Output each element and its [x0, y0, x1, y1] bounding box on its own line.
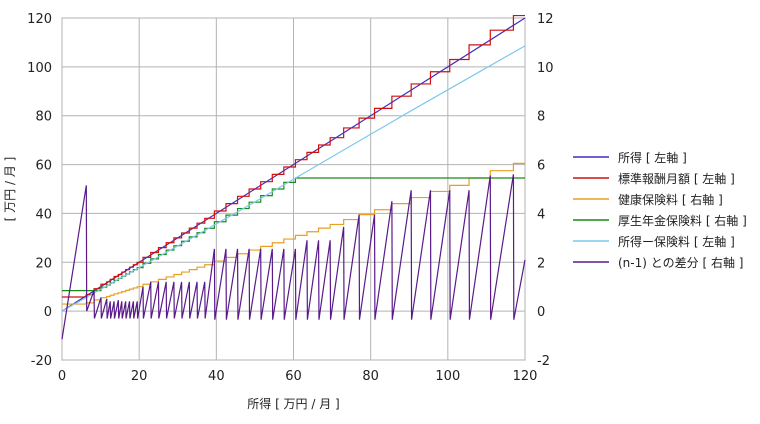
- y-right-tick-label: 2: [537, 256, 545, 271]
- y-left-tick-label: 120: [27, 12, 52, 27]
- y-right-tick-label: 4: [537, 207, 545, 222]
- x-tick-label: 60: [285, 369, 302, 384]
- legend-label: 所得ー保険料 [ 左軸 ]: [618, 234, 735, 249]
- y-right-tick-label: 12: [537, 12, 554, 27]
- legend-label: (n-1) との差分 [ 右軸 ]: [618, 255, 743, 270]
- y-left-tick-label: 100: [27, 61, 52, 76]
- legend: 所得 [ 左軸 ] 標準報酬月額 [ 左軸 ] 健康保険料 [ 右軸 ] 厚生年金保険…: [573, 150, 747, 270]
- y-right-tick-label: 0: [537, 305, 545, 320]
- series-line-3: [62, 162, 525, 305]
- x-tick-label: 20: [131, 369, 148, 384]
- legend-label: 標準報酬月額 [ 左軸 ]: [618, 171, 735, 186]
- y-left-tick-label: 40: [35, 207, 52, 222]
- axes: 0 20 40 60 80 100 120-20020406080100120-202468…: [3, 12, 554, 411]
- x-tick-label: 40: [208, 369, 225, 384]
- x-axis-title: 所得 [ 万円 / 月 ]: [247, 396, 339, 411]
- y-left-tick-label: -20: [31, 354, 52, 369]
- y-right-tick-label: -2: [537, 354, 550, 369]
- legend-label: 厚生年金保険料 [ 右軸 ]: [618, 213, 747, 228]
- y-left-tick-label: 20: [35, 256, 52, 271]
- y-right-tick-label: 8: [537, 110, 545, 125]
- series-line-2: [62, 14, 525, 298]
- x-tick-label: 120: [513, 369, 538, 384]
- legend-label: 所得 [ 左軸 ]: [618, 150, 687, 165]
- y-right-tick-label: 10: [537, 61, 554, 76]
- series-line-6: [61, 174, 526, 340]
- y-left-tick-label: 0: [44, 305, 52, 320]
- y-left-tick-label: 80: [35, 110, 52, 125]
- legend-label: 健康保険料 [ 右軸 ]: [618, 192, 723, 207]
- y-left-tick-label: 60: [35, 159, 52, 174]
- x-tick-label: 100: [435, 369, 460, 384]
- y-left-axis-title: [ 万円 / 月 ]: [3, 157, 17, 222]
- series-lines: [61, 14, 526, 340]
- y-right-tick-label: 6: [537, 159, 545, 174]
- x-tick-label: 80: [362, 369, 379, 384]
- x-tick-label: 0: [58, 369, 66, 384]
- series-line-5: [61, 45, 526, 312]
